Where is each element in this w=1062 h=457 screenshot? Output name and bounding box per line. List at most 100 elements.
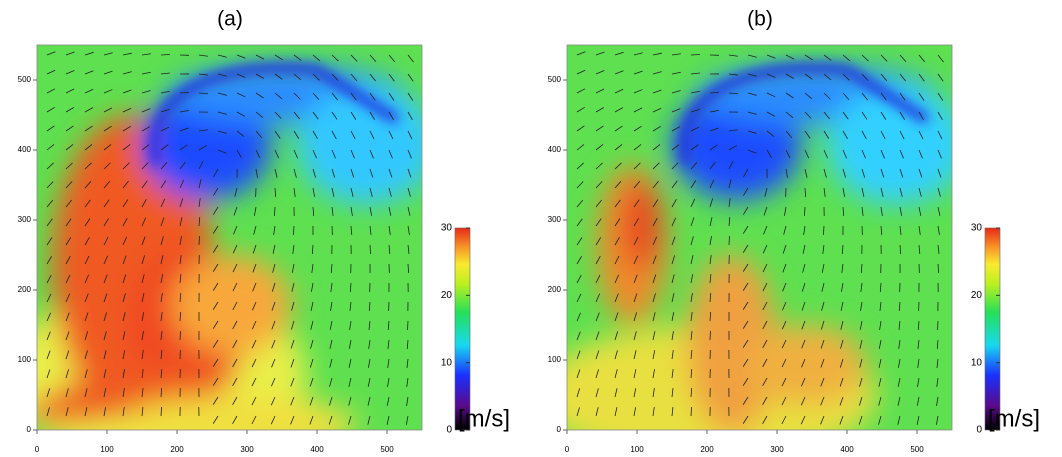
wind-arrow (576, 293, 582, 303)
wind-arrow (407, 54, 414, 63)
wind-arrow (122, 236, 128, 246)
wind-arrow (671, 293, 675, 303)
wind-arrow (274, 54, 283, 61)
wind-arrow (861, 168, 866, 178)
wind-arrow (762, 244, 768, 254)
wind-arrow (842, 92, 850, 101)
wind-arrow (217, 73, 227, 77)
wind-arrow (84, 51, 94, 56)
wind-arrow (232, 396, 238, 406)
wind-arrow (387, 320, 390, 331)
wind-arrow (897, 415, 901, 425)
wind-arrow (652, 89, 662, 94)
wind-arrow (614, 369, 618, 379)
wind-arrow (595, 350, 600, 360)
wind-arrow (595, 51, 605, 56)
wind-arrow (595, 312, 600, 322)
wind-arrow (861, 206, 864, 216)
wind-arrow (309, 358, 314, 368)
wind-arrow (762, 263, 768, 273)
wind-arrow (633, 331, 637, 341)
wind-arrow (271, 301, 276, 311)
wind-arrow (312, 130, 318, 139)
wind-arrow (46, 51, 56, 56)
wind-arrow (388, 73, 395, 82)
wind-arrow (878, 415, 882, 425)
wind-arrow (65, 293, 70, 303)
wind-arrow (766, 92, 776, 98)
y-tick-label: 0 (557, 425, 562, 434)
wind-arrow (822, 244, 825, 254)
wind-arrow (198, 198, 201, 208)
wind-arrow (310, 320, 314, 330)
wind-arrow (918, 111, 924, 120)
wind-arrow (103, 199, 110, 208)
wind-arrow (369, 225, 372, 235)
y-tick-label: 100 (18, 355, 32, 364)
wind-arrow (160, 198, 166, 208)
wind-arrow (122, 407, 125, 417)
wind-arrow (763, 225, 768, 235)
wind-arrow (595, 274, 601, 284)
wind-arrow (842, 149, 847, 159)
wind-arrow (935, 415, 939, 425)
wind-arrow (291, 301, 295, 311)
wind-arrow (860, 301, 863, 311)
wind-arrow (179, 255, 182, 265)
wind-arrow (122, 52, 132, 56)
wind-arrow (291, 282, 295, 292)
wind-arrow (160, 387, 163, 398)
wind-arrow (820, 377, 825, 387)
wind-arrow (576, 88, 586, 94)
wind-arrow (936, 339, 939, 350)
x-tick-label: 300 (240, 445, 254, 454)
wind-arrow (84, 274, 90, 284)
wind-arrow (762, 301, 768, 311)
wind-arrow (367, 377, 371, 387)
wind-arrow (65, 350, 70, 360)
wind-arrow (405, 415, 409, 425)
wind-arrow (141, 236, 146, 246)
wind-arrow (709, 274, 712, 284)
wind-arrow (212, 396, 219, 405)
wind-arrow (899, 149, 904, 159)
wind-arrow (272, 263, 276, 273)
wind-arrow (633, 312, 637, 322)
colorbar-label: [m/s] (458, 405, 510, 432)
wind-arrow (310, 339, 314, 349)
wind-arrow (350, 206, 353, 216)
colorbar-tick-label: 0 (446, 425, 452, 436)
wind-arrow (762, 396, 768, 406)
wind-arrow (141, 217, 147, 227)
wind-arrow (330, 282, 333, 292)
wind-arrow (804, 92, 813, 100)
wind-arrow (804, 206, 806, 217)
wind-arrow (690, 331, 693, 341)
wind-arrow (820, 396, 825, 406)
wind-arrow (803, 225, 806, 235)
wind-arrow (369, 168, 374, 178)
wind-arrow (742, 396, 749, 405)
wind-arrow (747, 149, 757, 154)
wind-arrow (633, 180, 641, 189)
wind-arrow (690, 236, 694, 246)
wind-arrow (179, 236, 182, 246)
wind-arrow (782, 244, 787, 254)
wind-arrow (842, 111, 849, 120)
wind-arrow (747, 92, 757, 96)
wind-arrow (349, 320, 352, 330)
wind-arrow (388, 244, 391, 254)
wind-arrow (804, 130, 811, 139)
wind-arrow (937, 187, 941, 197)
wind-arrow (899, 206, 903, 216)
wind-arrow (255, 73, 265, 79)
wind-arrow (918, 149, 923, 159)
wind-arrow (671, 126, 681, 132)
wind-arrow (141, 331, 144, 341)
wind-arrow (804, 168, 808, 178)
wind-arrow (784, 206, 787, 216)
wind-arrow (671, 274, 675, 284)
wind-arrow (388, 225, 391, 235)
wind-arrow (232, 244, 238, 254)
wind-arrow (652, 180, 659, 189)
